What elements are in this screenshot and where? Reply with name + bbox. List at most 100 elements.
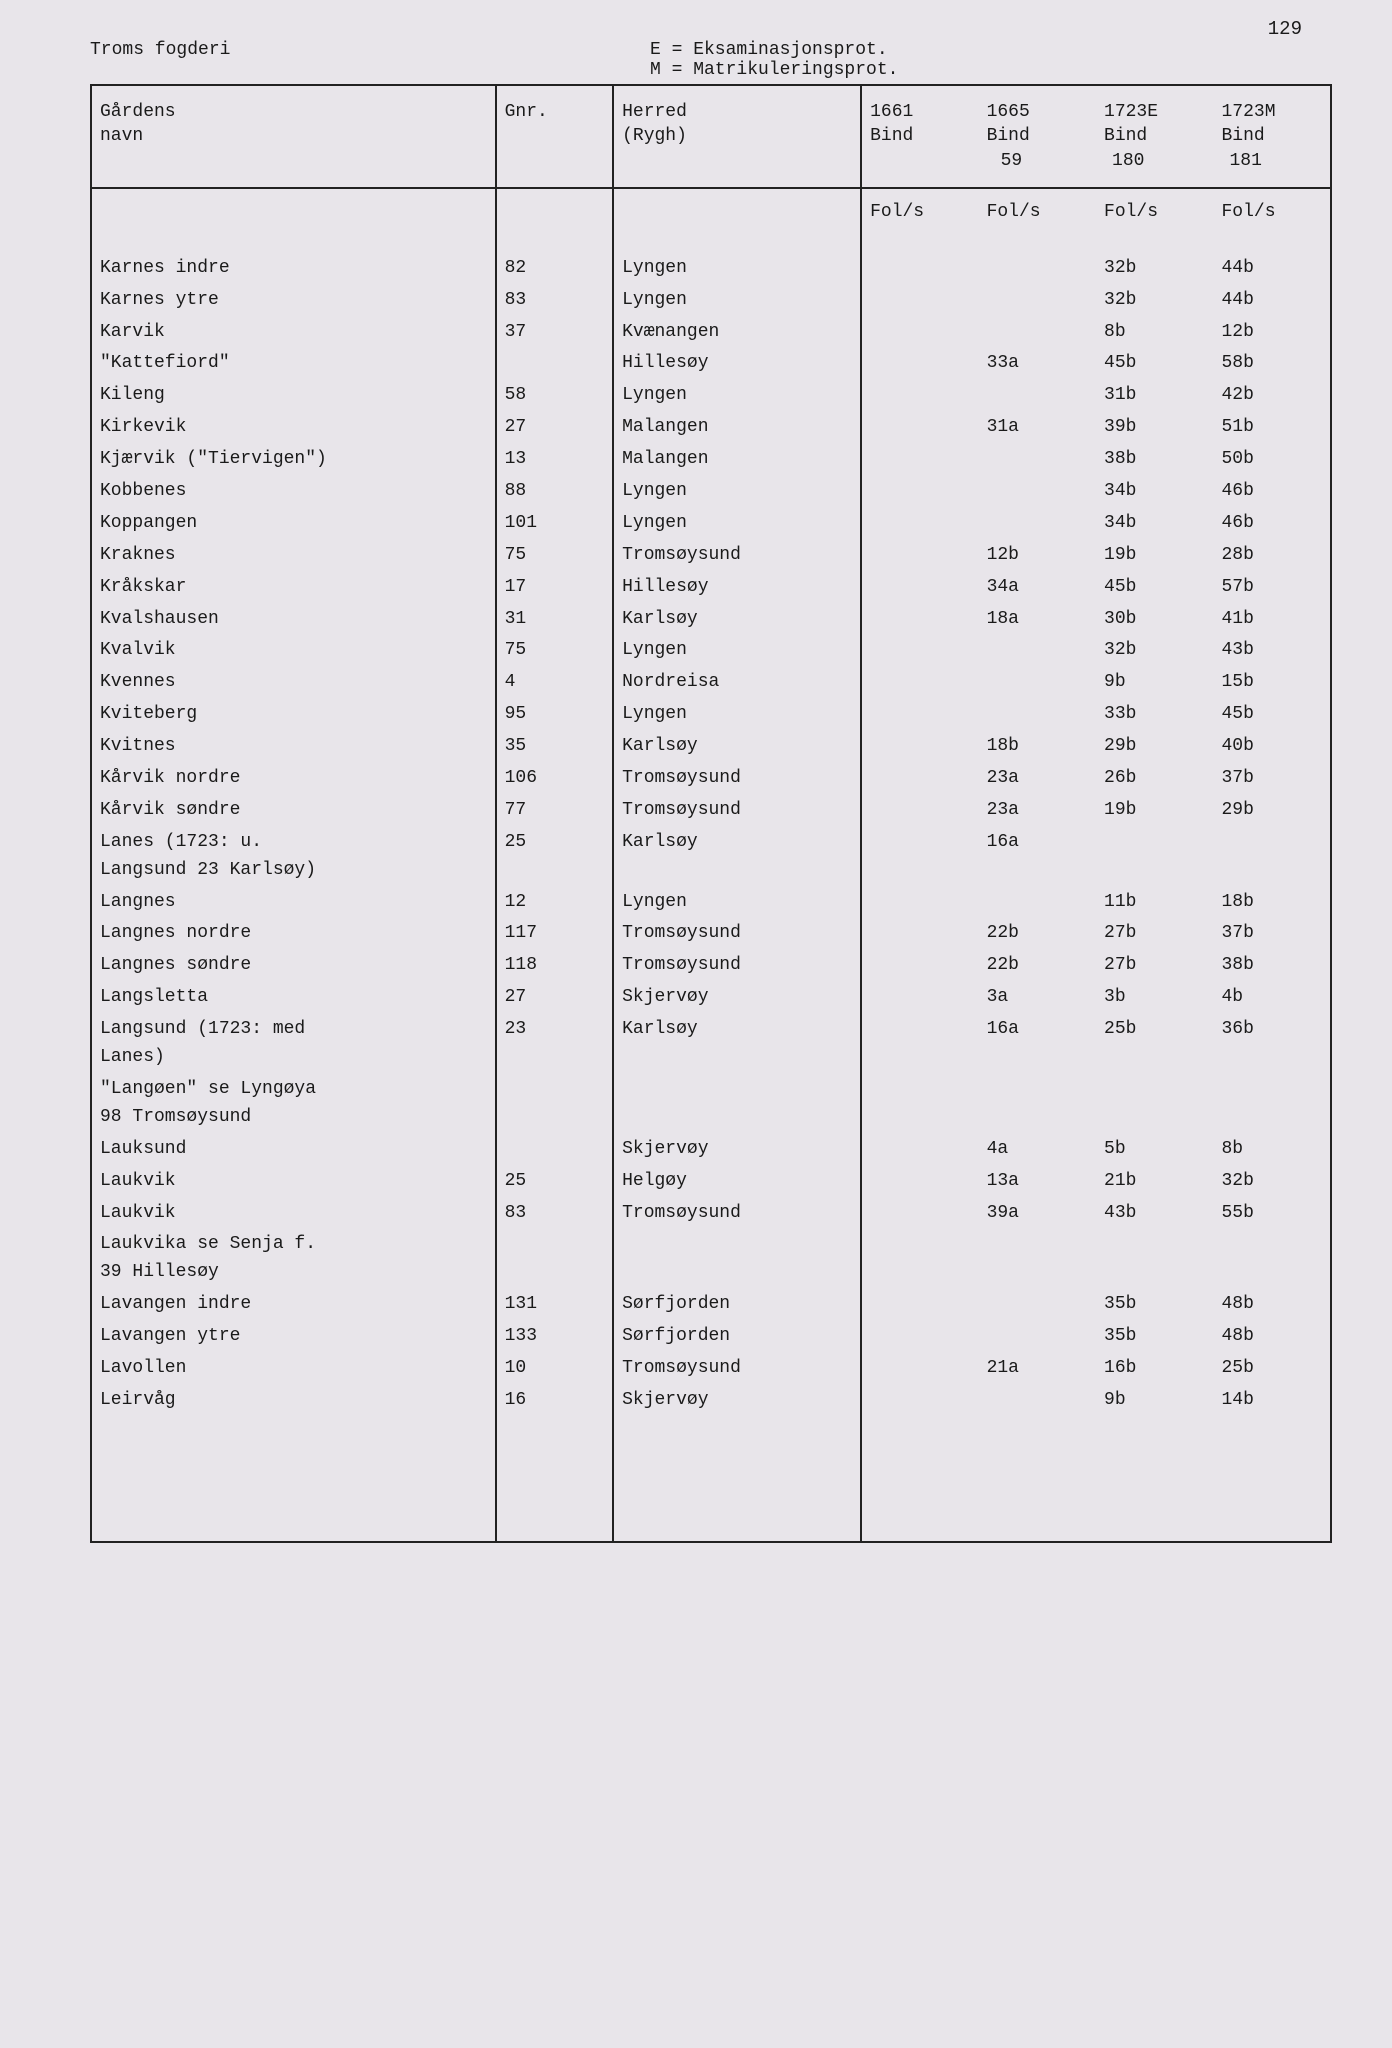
- cell-1661: [861, 1385, 978, 1417]
- cell-gnr: 37: [496, 317, 613, 349]
- col-label: Bind: [987, 126, 1030, 146]
- cell-1661: [861, 1353, 978, 1385]
- table-header-row: Gårdens navn Gnr. Herred (Rygh) 1661 Bin…: [91, 85, 1331, 188]
- cell-1665: 33a: [979, 348, 1096, 380]
- cell-1723m: 46b: [1214, 476, 1332, 508]
- cell-1723m: 51b: [1214, 412, 1332, 444]
- cell-1661: [861, 253, 978, 285]
- cell-gnr: [496, 1229, 613, 1289]
- cell-1661: [861, 476, 978, 508]
- table-row: Karvik37Kvænangen8b12b: [91, 317, 1331, 349]
- cell-1665: 22b: [979, 950, 1096, 982]
- fol-label: Fol/s: [861, 188, 978, 253]
- cell-name: Langnes nordre: [91, 918, 496, 950]
- cell-name: Karnes indre: [91, 253, 496, 285]
- cell-gnr: 131: [496, 1289, 613, 1321]
- cell-1665: [979, 1321, 1096, 1353]
- cell-1723m: 48b: [1214, 1289, 1332, 1321]
- table-row: LauksundSkjervøy4a5b8b: [91, 1134, 1331, 1166]
- cell-1661: [861, 667, 978, 699]
- cell-1723e: 27b: [1096, 950, 1213, 982]
- cell-1661: [861, 1074, 978, 1134]
- cell-gnr: 95: [496, 699, 613, 731]
- cell-1723e: 33b: [1096, 699, 1213, 731]
- fol-label: Fol/s: [979, 188, 1096, 253]
- cell-herred: Lyngen: [613, 285, 861, 317]
- cell-gnr: 133: [496, 1321, 613, 1353]
- cell-1665: 23a: [979, 763, 1096, 795]
- cell-name: Laukvik: [91, 1166, 496, 1198]
- cell-herred: Karlsøy: [613, 731, 861, 763]
- cell-name: Kviteberg: [91, 699, 496, 731]
- cell-1723e: [1096, 1229, 1213, 1289]
- table-row: Langsletta27Skjervøy3a3b4b: [91, 982, 1331, 1014]
- cell-gnr: [496, 348, 613, 380]
- table-row: Kraknes75Tromsøysund12b19b28b: [91, 540, 1331, 572]
- cell-1723e: 32b: [1096, 253, 1213, 285]
- cell-name: Lavangen ytre: [91, 1321, 496, 1353]
- col-1723m: 1723M Bind 181: [1214, 85, 1332, 188]
- cell-1723e: 19b: [1096, 795, 1213, 827]
- cell-gnr: 27: [496, 982, 613, 1014]
- cell-herred: Skjervøy: [613, 1385, 861, 1417]
- col-1723e: 1723E Bind 180: [1096, 85, 1213, 188]
- cell-name: Kraknes: [91, 540, 496, 572]
- cell-1723e: 43b: [1096, 1198, 1213, 1230]
- cell-1723m: 37b: [1214, 918, 1332, 950]
- cell-herred: Karlsøy: [613, 827, 861, 887]
- cell-1723e: 11b: [1096, 887, 1213, 919]
- cell-gnr: 58: [496, 380, 613, 412]
- table-spacer: [91, 1417, 1331, 1542]
- cell-name: Laukvik: [91, 1198, 496, 1230]
- cell-1665: [979, 476, 1096, 508]
- cell-name: "Kattefiord": [91, 348, 496, 380]
- col-herred: Herred (Rygh): [613, 85, 861, 188]
- table-row: "Langøen" se Lyngøya98 Tromsøysund: [91, 1074, 1331, 1134]
- cell-herred: Skjervøy: [613, 982, 861, 1014]
- cell-name: Kobbenes: [91, 476, 496, 508]
- cell-herred: Lyngen: [613, 887, 861, 919]
- cell-1723e: 3b: [1096, 982, 1213, 1014]
- cell-gnr: 83: [496, 285, 613, 317]
- cell-1723m: 37b: [1214, 763, 1332, 795]
- cell-1723m: 42b: [1214, 380, 1332, 412]
- cell-1723e: 9b: [1096, 667, 1213, 699]
- cell-1665: [979, 508, 1096, 540]
- cell-1723m: [1214, 827, 1332, 887]
- cell-1665: [979, 285, 1096, 317]
- cell-1665: [979, 1385, 1096, 1417]
- cell-1723e: 34b: [1096, 476, 1213, 508]
- cell-1723e: 9b: [1096, 1385, 1213, 1417]
- cell-name: Kjærvik ("Tiervigen"): [91, 444, 496, 476]
- cell-1723e: 45b: [1096, 348, 1213, 380]
- cell-gnr: 35: [496, 731, 613, 763]
- cell-1665: [979, 667, 1096, 699]
- col-label: 1661: [870, 102, 913, 122]
- cell-1665: [979, 1229, 1096, 1289]
- cell-1661: [861, 1134, 978, 1166]
- col-label: 180: [1104, 151, 1144, 171]
- cell-1661: [861, 540, 978, 572]
- cell-1723e: 30b: [1096, 604, 1213, 636]
- col-label: 1723M: [1222, 102, 1276, 122]
- cell-1665: [979, 317, 1096, 349]
- header-title: Troms fogderi: [90, 40, 650, 80]
- cell-1665: 31a: [979, 412, 1096, 444]
- cell-herred: Sørfjorden: [613, 1321, 861, 1353]
- cell-gnr: 27: [496, 412, 613, 444]
- table-row: "Kattefiord"Hillesøy33a45b58b: [91, 348, 1331, 380]
- col-label: Bind: [1222, 126, 1265, 146]
- cell-1665: [979, 444, 1096, 476]
- cell-herred: Lyngen: [613, 380, 861, 412]
- col-label: Bind: [870, 126, 913, 146]
- cell-name: Lauksund: [91, 1134, 496, 1166]
- cell-1723e: [1096, 1074, 1213, 1134]
- cell-1665: 21a: [979, 1353, 1096, 1385]
- cell-1723m: [1214, 1074, 1332, 1134]
- table-row: Leirvåg16Skjervøy9b14b: [91, 1385, 1331, 1417]
- col-label: Bind: [1104, 126, 1147, 146]
- cell-herred: Malangen: [613, 412, 861, 444]
- cell-1723m: 44b: [1214, 285, 1332, 317]
- cell-1665: [979, 635, 1096, 667]
- col-gnr: Gnr.: [496, 85, 613, 188]
